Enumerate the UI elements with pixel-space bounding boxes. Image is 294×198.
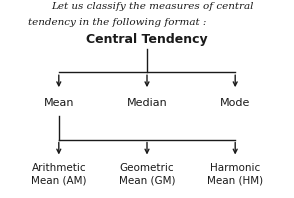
- Text: Harmonic
Mean (HM): Harmonic Mean (HM): [207, 163, 263, 185]
- Text: Mode: Mode: [220, 98, 250, 108]
- Text: Arithmetic
Mean (AM): Arithmetic Mean (AM): [31, 163, 86, 185]
- Text: Geometric
Mean (GM): Geometric Mean (GM): [119, 163, 175, 185]
- Text: Median: Median: [127, 98, 167, 108]
- Text: Central Tendency: Central Tendency: [86, 33, 208, 46]
- Text: Let us classify the measures of central: Let us classify the measures of central: [52, 2, 254, 11]
- Text: tendency in the following format :: tendency in the following format :: [29, 18, 207, 27]
- Text: Mean: Mean: [44, 98, 74, 108]
